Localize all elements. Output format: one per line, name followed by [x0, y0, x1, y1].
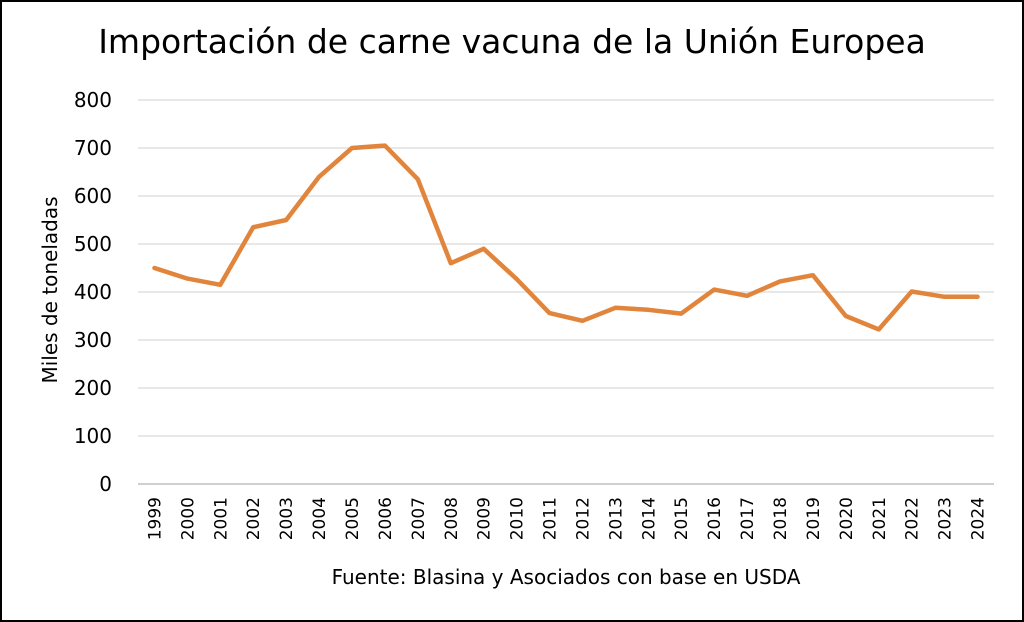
data-point: [152, 266, 157, 270]
data-point: [876, 327, 881, 332]
x-tick-label: 2006: [376, 497, 396, 540]
data-point: [745, 293, 750, 298]
data-point: [778, 279, 782, 284]
data-point: [514, 277, 519, 282]
x-tick-label: 2002: [244, 497, 264, 540]
data-point: [613, 305, 618, 310]
y-axis-label: Miles de toneladas: [38, 196, 62, 383]
y-axis-ticks: 0 100 200 300 400 500 600 700 800: [74, 88, 112, 496]
gridlines: [138, 99, 994, 437]
data-point: [909, 289, 914, 294]
x-axis-label: Fuente: Blasina y Asociados con base en …: [332, 565, 801, 589]
x-tick-label: 2017: [738, 497, 758, 540]
data-point: [975, 294, 980, 299]
y-tick-label: 0: [99, 472, 112, 496]
data-point: [580, 318, 585, 323]
x-tick-label: 2023: [936, 497, 956, 540]
data-point: [251, 225, 256, 230]
data-point: [350, 146, 354, 150]
x-tick-label: 2000: [178, 497, 198, 540]
x-tick-label: 2018: [771, 497, 791, 540]
x-tick-label: 1999: [145, 497, 165, 540]
series-line: [152, 143, 980, 332]
x-tick-label: 2019: [804, 497, 824, 540]
data-point: [415, 177, 420, 182]
x-tick-label: 2013: [606, 497, 626, 540]
data-point: [843, 314, 848, 318]
x-tick-label: 2015: [672, 497, 692, 540]
series-group: [152, 143, 980, 332]
x-tick-label: 2012: [573, 497, 593, 540]
data-point: [810, 273, 815, 278]
y-tick-label: 300: [74, 328, 112, 352]
data-point: [218, 282, 223, 287]
x-tick-label: 2021: [870, 497, 890, 540]
y-tick-label: 400: [74, 280, 112, 304]
x-tick-label: 2011: [541, 497, 561, 540]
y-tick-label: 700: [74, 136, 112, 160]
x-tick-label: 2005: [343, 497, 363, 540]
x-tick-label: 2001: [211, 497, 231, 540]
x-tick-label: 2016: [705, 497, 725, 540]
y-tick-label: 600: [74, 184, 112, 208]
data-point: [481, 246, 486, 251]
y-tick-label: 200: [74, 376, 112, 400]
x-tick-label: 2020: [837, 497, 857, 540]
data-point: [712, 287, 717, 292]
data-point: [942, 294, 947, 299]
x-axis-ticks: 1999 2000 2001 2002 2003 2004 2005 2006 2007 2008…: [145, 497, 988, 540]
x-tick-label: 2003: [277, 497, 297, 540]
data-point: [679, 311, 684, 316]
x-tick-label: 2008: [442, 497, 462, 540]
data-point: [547, 311, 552, 316]
data-point: [284, 218, 289, 222]
x-tick-label: 2024: [969, 497, 989, 540]
chart-title: Importación de carne vacuna de la Unión …: [98, 22, 926, 61]
data-point: [646, 307, 651, 312]
data-point: [317, 174, 322, 179]
x-tick-label: 2014: [639, 497, 659, 540]
data-point: [185, 276, 190, 281]
x-tick-label: 2007: [409, 497, 429, 540]
x-tick-label: 2010: [508, 497, 528, 540]
y-tick-label: 500: [74, 232, 112, 256]
y-tick-label: 100: [74, 424, 112, 448]
x-tick-label: 2022: [903, 497, 923, 540]
data-point: [382, 143, 387, 148]
data-point: [448, 261, 453, 266]
x-tick-label: 2004: [310, 497, 330, 540]
y-tick-label: 800: [74, 88, 112, 112]
x-tick-label: 2009: [475, 497, 495, 540]
